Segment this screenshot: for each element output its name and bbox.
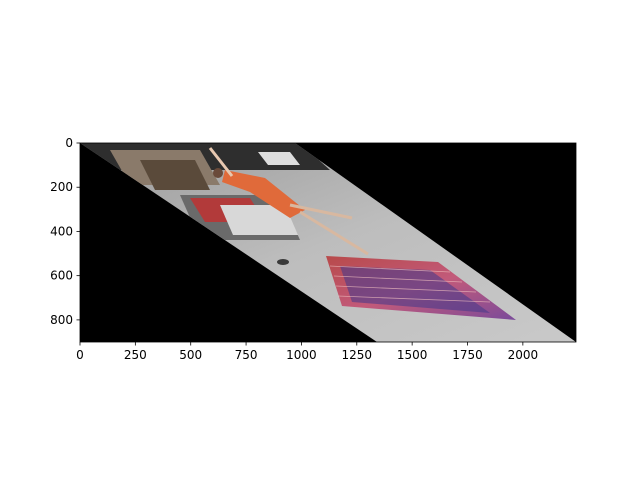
y-tick-label: 400 xyxy=(50,224,73,238)
x-tick-label: 750 xyxy=(235,348,258,362)
x-tick-label: 1500 xyxy=(397,348,428,362)
x-tick-label: 1000 xyxy=(286,348,317,362)
y-tick-label: 0 xyxy=(65,136,73,150)
x-tick-label: 1750 xyxy=(452,348,483,362)
x-tick-label: 1250 xyxy=(342,348,373,362)
axes-frame xyxy=(79,142,577,343)
y-tick-label: 800 xyxy=(50,313,73,327)
y-axis: 0 200 400 600 800 xyxy=(50,136,80,327)
x-tick-label: 2000 xyxy=(508,348,539,362)
x-axis: 0 250 500 750 1000 1250 1500 1750 2000 xyxy=(76,342,538,362)
y-tick-label: 600 xyxy=(50,269,73,283)
x-tick-label: 0 xyxy=(76,348,84,362)
x-tick-label: 250 xyxy=(124,348,147,362)
x-tick-label: 500 xyxy=(179,348,202,362)
y-tick-label: 200 xyxy=(50,180,73,194)
